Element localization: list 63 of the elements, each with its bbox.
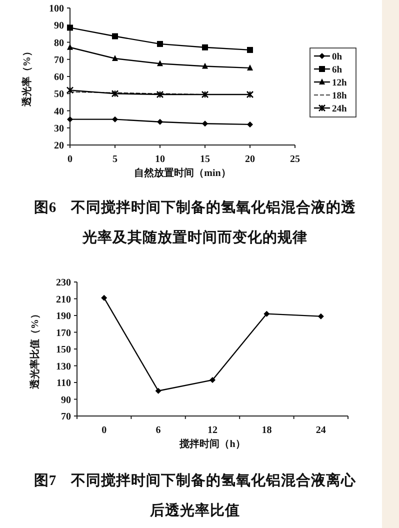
y-axis-title: 透光率比值（%） <box>29 309 41 390</box>
x-tick-label: 6 <box>156 425 161 436</box>
legend-label: 18h <box>332 92 348 102</box>
y-tick-label: 90 <box>54 20 64 32</box>
x-axis-title: 搅拌时间（h） <box>178 438 246 450</box>
point <box>247 121 253 128</box>
point <box>210 376 216 383</box>
y-tick-label: 70 <box>54 54 64 66</box>
point <box>67 44 73 50</box>
point <box>101 294 108 301</box>
legend-label: 24h <box>332 104 348 114</box>
x-tick-label: 5 <box>112 154 118 165</box>
point <box>201 90 209 98</box>
x-tick-label: 18 <box>262 425 272 436</box>
legend-label: 0h <box>332 52 343 62</box>
point <box>247 46 253 53</box>
point <box>155 388 162 394</box>
y-axis-title: 透光率（%） <box>21 46 33 108</box>
y-tick-label: 110 <box>56 378 71 389</box>
point <box>67 116 73 122</box>
point <box>112 33 118 40</box>
point <box>112 55 118 62</box>
point <box>112 116 118 122</box>
x-axis-title: 自然放置时间（min） <box>134 167 231 179</box>
x-tick-label: 0 <box>102 425 107 436</box>
point <box>264 310 270 317</box>
y-tick-label: 130 <box>56 361 71 372</box>
y-tick-label: 30 <box>54 123 64 134</box>
x-tick-label: 15 <box>200 154 210 165</box>
y-tick-label: 80 <box>54 38 64 49</box>
y-tick-label: 20 <box>54 140 64 152</box>
point <box>157 60 163 66</box>
y-tick-label: 230 <box>56 278 71 288</box>
x-tick-label: 10 <box>155 154 165 165</box>
y-tick-label: 190 <box>56 311 71 322</box>
point <box>67 24 73 31</box>
y-tick-label: 40 <box>54 106 64 118</box>
legend-label: 6h <box>332 66 343 76</box>
point <box>202 44 208 50</box>
text: 图7 不同搅拌时间下制备的氢氧化铝混合液离心后透光率比值 <box>34 471 358 519</box>
y-tick-label: 170 <box>56 328 71 339</box>
x-tick-label: 20 <box>245 154 255 165</box>
x-tick-label: 24 <box>316 425 326 436</box>
y-tick-label: 50 <box>54 89 64 100</box>
point <box>318 313 324 320</box>
x-tick-label: 25 <box>290 154 300 165</box>
point <box>157 40 163 47</box>
point <box>202 62 208 69</box>
point <box>156 90 164 98</box>
y-tick-label: 90 <box>61 394 71 406</box>
y-tick-label: 150 <box>56 344 71 356</box>
point <box>202 120 208 127</box>
y-tick-label: 70 <box>61 412 71 422</box>
x-tick-label: 12 <box>208 425 218 436</box>
y-tick-label: 210 <box>56 294 71 306</box>
text: 图6 不同搅拌时间下制备的氢氧化铝混合液的透光率及其随放置时间而变化的规律 <box>34 198 356 246</box>
point <box>247 64 253 70</box>
point <box>111 90 119 98</box>
x-tick-label: 0 <box>68 154 72 165</box>
y-tick-label: 60 <box>54 72 64 83</box>
point <box>157 118 163 125</box>
y-tick-label: 100 <box>49 4 64 14</box>
legend-label: 12h <box>332 78 348 88</box>
